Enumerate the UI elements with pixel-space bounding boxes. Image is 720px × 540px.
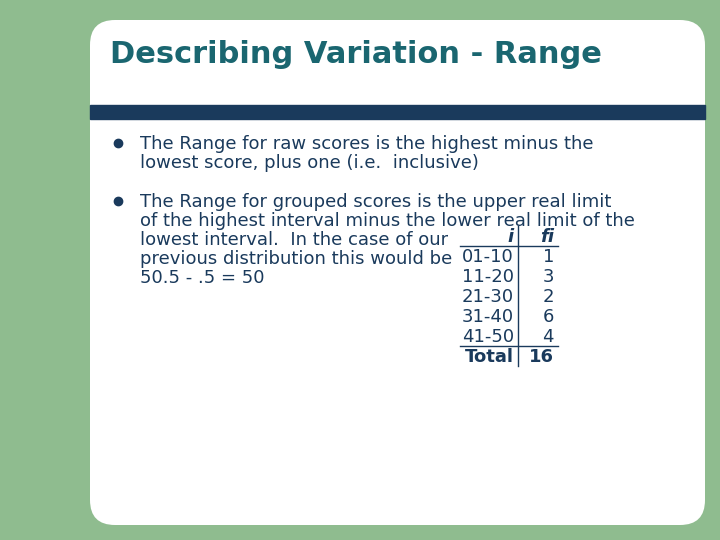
Text: lowest interval.  In the case of our: lowest interval. In the case of our (140, 231, 448, 249)
Text: 01-10: 01-10 (462, 248, 514, 266)
Text: fi: fi (540, 228, 554, 246)
Text: 1: 1 (543, 248, 554, 266)
Text: i: i (508, 228, 514, 246)
Text: 2: 2 (542, 288, 554, 306)
Text: 50.5 - .5 = 50: 50.5 - .5 = 50 (140, 269, 264, 287)
Text: 16: 16 (529, 348, 554, 366)
Text: 4: 4 (542, 328, 554, 346)
Text: 31-40: 31-40 (462, 308, 514, 326)
Text: Total: Total (465, 348, 514, 366)
Bar (90, 105, 705, 119)
Text: 41-50: 41-50 (462, 328, 514, 346)
Text: The Range for raw scores is the highest minus the: The Range for raw scores is the highest … (140, 135, 593, 153)
Text: 6: 6 (543, 308, 554, 326)
Text: The Range for grouped scores is the upper real limit: The Range for grouped scores is the uppe… (140, 193, 611, 211)
Text: previous distribution this would be: previous distribution this would be (140, 250, 452, 268)
Text: 21-30: 21-30 (462, 288, 514, 306)
Text: lowest score, plus one (i.e.  inclusive): lowest score, plus one (i.e. inclusive) (140, 154, 479, 172)
Text: Describing Variation - Range: Describing Variation - Range (110, 40, 602, 69)
FancyBboxPatch shape (90, 20, 705, 525)
Text: 3: 3 (542, 268, 554, 286)
Text: 11-20: 11-20 (462, 268, 514, 286)
Text: of the highest interval minus the lower real limit of the: of the highest interval minus the lower … (140, 212, 635, 230)
